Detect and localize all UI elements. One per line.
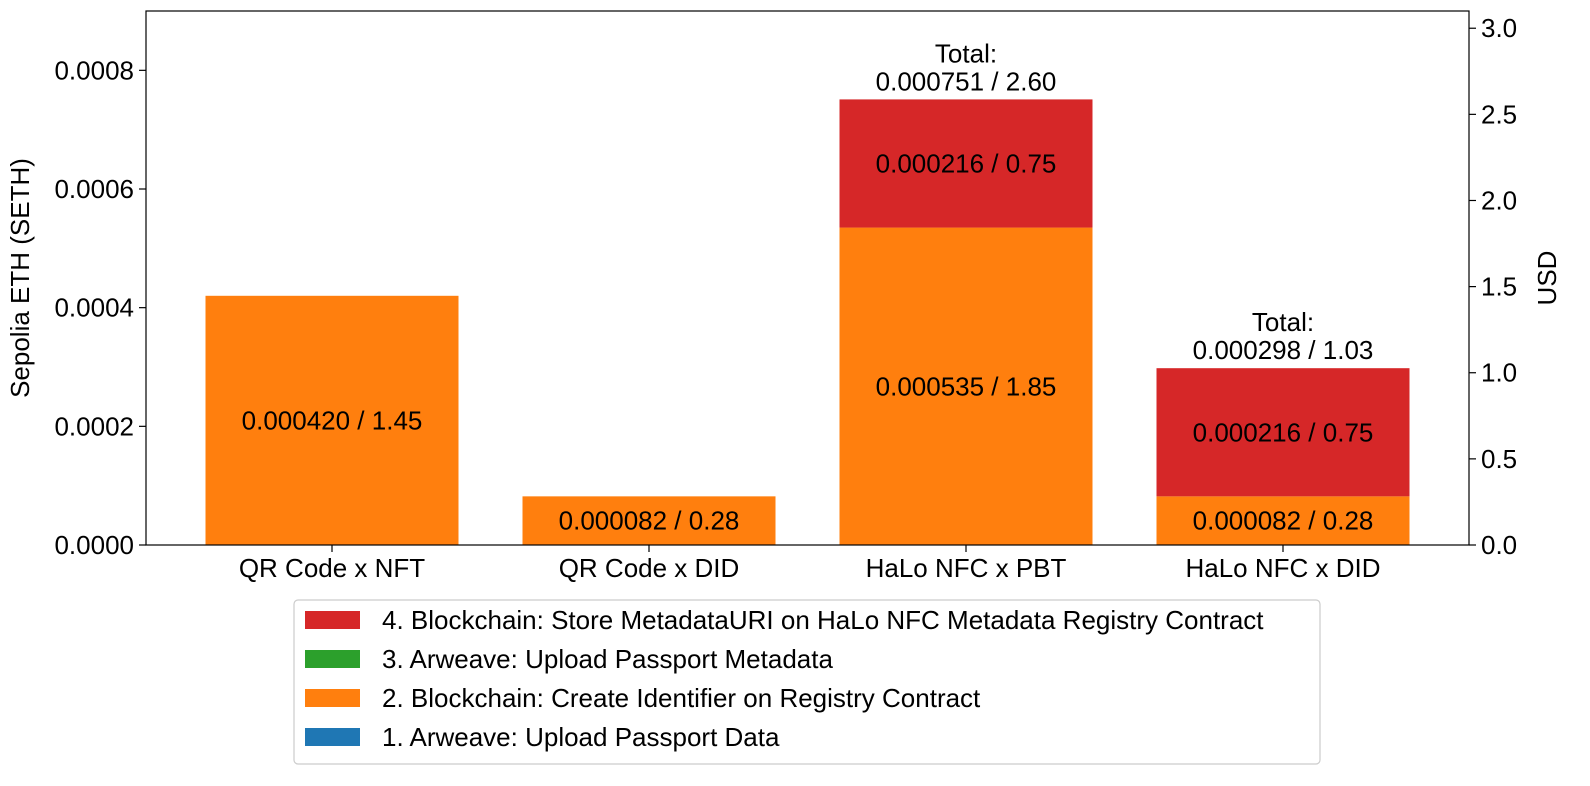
legend-swatch xyxy=(305,689,360,707)
x-axis: QR Code x NFT QR Code x DID HaLo NFC x PBT… xyxy=(239,545,1381,583)
y-axis-left: 0.0000 0.0002 0.0004 0.0006 0.0008 xyxy=(54,55,146,560)
y2-tick-label: 1.5 xyxy=(1481,272,1517,302)
y-tick-label: 0.0006 xyxy=(54,174,134,204)
total-label-value: 0.000298 / 1.03 xyxy=(1193,335,1374,365)
bar-data-label: 0.000216 / 0.75 xyxy=(876,148,1057,178)
y-tick-label: 0.0008 xyxy=(54,55,134,85)
bar-segment xyxy=(205,295,459,545)
y-tick-label: 0.0000 xyxy=(54,530,134,560)
x-tick-label: HaLo NFC x PBT xyxy=(866,553,1067,583)
legend-box xyxy=(293,599,1321,765)
bar-segment xyxy=(839,227,1093,546)
y-axis-label: Sepolia ETH (SETH) xyxy=(5,158,35,398)
legend-entry-label: 2. Blockchain: Create Identifier on Regi… xyxy=(382,683,981,713)
bar-segment xyxy=(1156,368,1410,497)
bars-layer xyxy=(205,99,1410,546)
legend-entry-label: 1. Arweave: Upload Passport Data xyxy=(382,722,780,752)
legend-swatch xyxy=(305,611,360,629)
legend: 4. Blockchain: Store MetadataURI on HaLo… xyxy=(293,599,1321,765)
bar-data-label: 0.000535 / 1.85 xyxy=(876,371,1057,401)
y2-tick-label: 0.0 xyxy=(1481,530,1517,560)
bar-segment xyxy=(522,496,776,545)
bar-segment xyxy=(1156,496,1410,545)
y2-tick-label: 2.0 xyxy=(1481,185,1517,215)
legend-entry-label: 3. Arweave: Upload Passport Metadata xyxy=(382,644,833,674)
y2-tick-label: 3.0 xyxy=(1481,13,1517,43)
bar-segment xyxy=(839,99,1093,228)
plot-frame xyxy=(145,10,1470,546)
y2-axis-label: USD xyxy=(1532,251,1562,306)
total-label-heading: Total: xyxy=(1252,307,1314,337)
y-tick-label: 0.0004 xyxy=(54,293,134,323)
y-tick-label: 0.0002 xyxy=(54,411,134,441)
bar-labels-layer: 0.000420 / 1.45 0.000082 / 0.28 0.000535 /… xyxy=(242,38,1374,535)
bar-data-label: 0.000216 / 0.75 xyxy=(1193,417,1374,447)
total-label-heading: Total: xyxy=(935,38,997,68)
bar-data-label: 0.000082 / 0.28 xyxy=(559,506,740,536)
y-axis-right: 0.0 0.5 1.0 1.5 2.0 2.5 3.0 xyxy=(1469,13,1517,560)
legend-swatch xyxy=(305,650,360,668)
bar-data-label: 0.000420 / 1.45 xyxy=(242,405,423,435)
total-label-value: 0.000751 / 2.60 xyxy=(876,66,1057,96)
legend-swatch xyxy=(305,728,360,746)
y2-tick-label: 1.0 xyxy=(1481,358,1517,388)
y2-tick-label: 2.5 xyxy=(1481,99,1517,129)
y2-tick-label: 0.5 xyxy=(1481,444,1517,474)
bar-data-label: 0.000082 / 0.28 xyxy=(1193,506,1374,536)
x-tick-label: QR Code x NFT xyxy=(239,553,425,583)
legend-entry-label: 4. Blockchain: Store MetadataURI on HaLo… xyxy=(382,605,1264,635)
x-tick-label: QR Code x DID xyxy=(559,553,740,583)
x-tick-label: HaLo NFC x DID xyxy=(1185,553,1380,583)
